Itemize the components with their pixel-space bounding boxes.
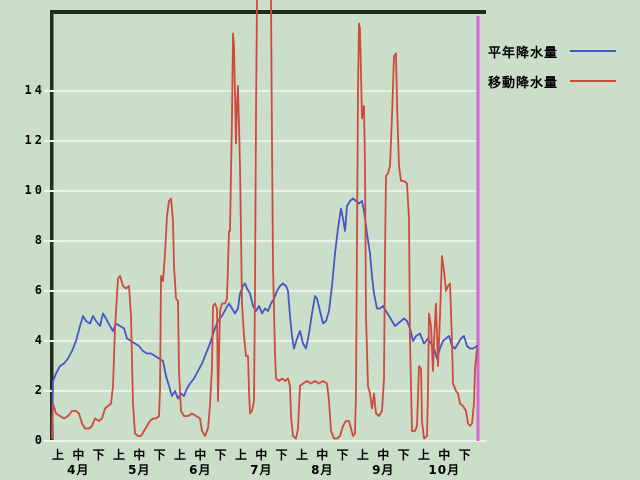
x-axis-period-label: 下 bbox=[275, 448, 288, 462]
x-axis-period-label: 上 bbox=[112, 448, 125, 462]
x-axis-period-label: 上 bbox=[51, 448, 64, 462]
x-axis-period-label: 上 bbox=[417, 448, 430, 462]
x-axis-month-label: 4月 bbox=[67, 463, 90, 477]
y-axis-tick bbox=[44, 340, 57, 342]
x-axis-month-label: 6月 bbox=[189, 463, 212, 477]
y-axis-tick-label: 4 bbox=[34, 333, 45, 347]
legend-line-swatch-blue bbox=[570, 50, 617, 52]
series-line-平年降水量 bbox=[51, 197, 478, 437]
y-axis-tick bbox=[44, 140, 57, 142]
y-axis-tick-label: 8 bbox=[34, 233, 45, 247]
frame-top-border bbox=[50, 10, 486, 14]
legend-item-moving-precipitation: 移動降水量 bbox=[488, 66, 638, 96]
x-axis-period-label: 上 bbox=[234, 448, 247, 462]
x-axis-period-label: 下 bbox=[336, 448, 349, 462]
x-axis-period-label: 上 bbox=[173, 448, 186, 462]
x-axis-period-label: 上 bbox=[295, 448, 308, 462]
frame-left-border bbox=[50, 10, 54, 441]
y-axis-tick-label: 6 bbox=[34, 283, 45, 297]
y-axis-tick-label: 2 bbox=[34, 383, 45, 397]
x-axis-month-label: 9月 bbox=[372, 463, 395, 477]
y-axis-tick-label: 10 bbox=[24, 183, 45, 197]
x-axis-period-label: 中 bbox=[133, 448, 146, 462]
x-axis-month-label: 7月 bbox=[250, 463, 273, 477]
legend-label: 移動降水量 bbox=[488, 75, 559, 91]
x-axis-period-label: 下 bbox=[214, 448, 227, 462]
x-axis-period-label: 中 bbox=[255, 448, 268, 462]
y-axis-tick bbox=[44, 190, 57, 192]
x-axis-month-label: 10月 bbox=[428, 463, 461, 477]
x-axis-period-label: 下 bbox=[397, 448, 410, 462]
legend: 平年降水量 移動降水量 bbox=[488, 36, 638, 96]
x-axis-period-label: 中 bbox=[438, 448, 451, 462]
y-axis-tick-label: 0 bbox=[34, 433, 45, 447]
y-axis-tick-label: 14 bbox=[24, 83, 45, 97]
y-axis-tick bbox=[44, 390, 57, 392]
y-axis-tick bbox=[44, 290, 57, 292]
series-line-移動降水量 bbox=[51, 0, 478, 440]
legend-line-swatch-red bbox=[570, 80, 617, 82]
legend-label: 平年降水量 bbox=[488, 45, 559, 61]
x-axis-period-label: 中 bbox=[377, 448, 390, 462]
x-axis-month-label: 8月 bbox=[311, 463, 334, 477]
y-axis-tick-label: 12 bbox=[24, 133, 45, 147]
x-axis-period-label: 中 bbox=[316, 448, 329, 462]
legend-item-normal-precipitation: 平年降水量 bbox=[488, 36, 638, 66]
x-axis-month-label: 5月 bbox=[128, 463, 151, 477]
x-axis-period-label: 下 bbox=[153, 448, 166, 462]
x-axis-period-label: 下 bbox=[92, 448, 105, 462]
x-axis-period-label: 中 bbox=[72, 448, 85, 462]
x-axis-period-label: 上 bbox=[356, 448, 369, 462]
right-edge-line bbox=[476, 16, 480, 441]
x-axis-period-label: 下 bbox=[458, 448, 471, 462]
y-axis-tick bbox=[44, 440, 57, 442]
y-axis-tick bbox=[44, 240, 57, 242]
y-axis-tick bbox=[44, 90, 57, 92]
x-axis-period-label: 中 bbox=[194, 448, 207, 462]
